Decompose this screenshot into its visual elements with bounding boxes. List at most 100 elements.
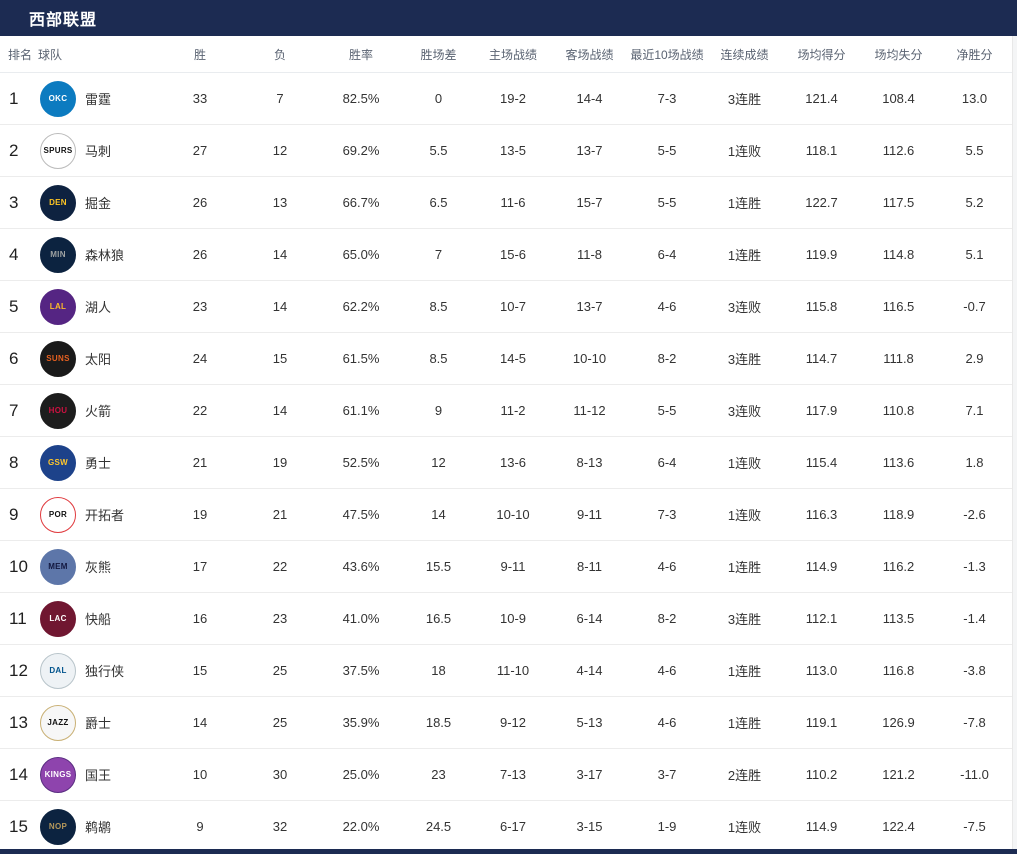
team-name[interactable]: 马刺 [85, 144, 112, 159]
cell-home-record: 15-6 [499, 247, 527, 262]
cell-win-pct: 69.2% [342, 143, 380, 158]
cell-net: 5.5 [965, 143, 984, 158]
cell-wins: 9 [196, 819, 204, 834]
cell-net: -1.3 [963, 559, 986, 574]
section-header: 西部联盟 [0, 0, 1017, 36]
team-cell[interactable]: LAC 快船 [30, 600, 160, 637]
cell-net: 13.0 [961, 91, 988, 106]
cell-win-pct: 61.5% [342, 351, 380, 366]
team-cell[interactable]: OKC 雷霆 [30, 80, 160, 117]
team-name[interactable]: 勇士 [85, 456, 112, 471]
cell-opp-ppg: 116.8 [882, 663, 915, 678]
table-body: 1 OKC 雷霆 33 7 82.5% 0 19-2 14-4 7-3 3连胜 121.4 108.4 1… [0, 73, 1012, 853]
cell-last-10: 6-4 [657, 455, 677, 470]
cell-away-record: 13-7 [576, 299, 603, 314]
cell-win-pct: 82.5% [342, 91, 380, 106]
cell-streak: 3连胜 [727, 92, 762, 107]
cell-last-10: 5-5 [657, 195, 677, 210]
team-cell[interactable]: SUNS 太阳 [30, 340, 160, 377]
cell-rank: 5 [9, 296, 19, 316]
team-cell[interactable]: MIN 森林狼 [30, 236, 160, 273]
cell-wins: 24 [192, 351, 208, 366]
cell-streak: 1连胜 [727, 196, 762, 211]
table-row: 14 KINGS 国王 10 30 25.0% 23 7-13 3-17 3-7 2连胜 110.2 1… [0, 749, 1012, 801]
cell-ppg: 114.9 [805, 819, 838, 834]
team-cell[interactable]: SPURS 马刺 [30, 132, 160, 169]
cell-away-record: 8-11 [576, 559, 603, 574]
team-name[interactable]: 开拓者 [85, 508, 125, 523]
cell-away-record: 13-7 [576, 143, 603, 158]
col-header-games-behind: 胜场差 [420, 47, 457, 62]
cell-last-10: 4-6 [657, 299, 677, 314]
table-row: 6 SUNS 太阳 24 15 61.5% 8.5 14-5 10-10 8-2 3连胜 114.7 1… [0, 333, 1012, 385]
team-logo-icon: LAL [40, 288, 76, 325]
cell-wins: 21 [192, 455, 208, 470]
cell-losses: 25 [272, 715, 288, 730]
team-cell[interactable]: GSW 勇士 [30, 444, 160, 481]
cell-win-pct: 66.7% [342, 195, 380, 210]
cell-ppg: 112.1 [805, 611, 838, 626]
team-cell[interactable]: HOU 火箭 [30, 392, 160, 429]
table-row: 11 LAC 快船 16 23 41.0% 16.5 10-9 6-14 8-2 3连胜 112.1 1… [0, 593, 1012, 645]
cell-losses: 25 [272, 663, 288, 678]
standings-table: 排名 球队 胜 负 胜率 胜场差 主场战绩 客场战绩 最近10场战绩 连续成绩 场均得分 场均失分 净胜… [0, 36, 1012, 853]
team-logo-icon: MEM [40, 548, 76, 585]
team-cell[interactable]: LAL 湖人 [30, 288, 160, 325]
cell-rank: 2 [9, 140, 19, 160]
cell-win-pct: 25.0% [342, 767, 380, 782]
cell-net: -7.8 [963, 715, 986, 730]
scrollbar-track[interactable] [1012, 36, 1017, 854]
cell-away-record: 15-7 [576, 195, 603, 210]
cell-away-record: 11-12 [573, 403, 606, 418]
team-name[interactable]: 鹈鹕 [85, 820, 112, 835]
team-name[interactable]: 灰熊 [85, 560, 112, 575]
cell-last-10: 5-5 [657, 403, 677, 418]
team-name[interactable]: 国王 [85, 768, 112, 783]
cell-win-pct: 35.9% [342, 715, 380, 730]
team-cell[interactable]: POR 开拓者 [30, 496, 160, 533]
cell-streak: 1连胜 [727, 248, 762, 263]
cell-last-10: 5-5 [657, 143, 677, 158]
team-name[interactable]: 独行侠 [85, 664, 125, 679]
team-name[interactable]: 雷霆 [85, 92, 112, 107]
team-cell[interactable]: DEN 掘金 [30, 184, 160, 221]
cell-home-record: 11-10 [496, 663, 530, 678]
cell-opp-ppg: 116.5 [882, 299, 915, 314]
cell-opp-ppg: 113.5 [882, 611, 915, 626]
team-cell[interactable]: MEM 灰熊 [30, 548, 160, 585]
team-name[interactable]: 森林狼 [85, 248, 125, 263]
team-cell[interactable]: JAZZ 爵士 [30, 704, 160, 741]
cell-opp-ppg: 112.6 [882, 143, 915, 158]
team-name[interactable]: 火箭 [85, 404, 112, 419]
cell-wins: 23 [192, 299, 208, 314]
cell-last-10: 3-7 [657, 767, 677, 782]
team-cell[interactable]: NOP 鹈鹕 [30, 808, 160, 845]
team-name[interactable]: 爵士 [85, 716, 112, 731]
team-cell[interactable]: DAL 独行侠 [30, 652, 160, 689]
cell-home-record: 7-13 [499, 767, 527, 782]
team-logo-icon: JAZZ [40, 704, 76, 741]
table-row: 13 JAZZ 爵士 14 25 35.9% 18.5 9-12 5-13 4-6 1连胜 119.1… [0, 697, 1012, 749]
team-name[interactable]: 快船 [85, 612, 112, 627]
team-name[interactable]: 湖人 [85, 300, 112, 315]
cell-games-behind: 9 [434, 403, 443, 418]
team-cell[interactable]: KINGS 国王 [30, 756, 160, 793]
cell-losses: 15 [272, 351, 288, 366]
cell-losses: 14 [272, 299, 288, 314]
cell-losses: 19 [272, 455, 288, 470]
cell-ppg: 117.9 [805, 403, 838, 418]
cell-home-record: 6-17 [499, 819, 527, 834]
cell-rank: 13 [9, 712, 28, 732]
cell-opp-ppg: 108.4 [882, 91, 915, 106]
cell-opp-ppg: 113.6 [882, 455, 915, 470]
cell-ppg: 114.7 [805, 351, 838, 366]
cell-home-record: 13-5 [499, 143, 527, 158]
cell-wins: 17 [192, 559, 208, 574]
team-name[interactable]: 掘金 [85, 196, 112, 211]
cell-net: -3.8 [963, 663, 986, 678]
cell-home-record: 10-10 [496, 507, 530, 522]
col-header-away-record: 客场战绩 [565, 47, 614, 62]
cell-games-behind: 14 [431, 507, 446, 522]
team-name[interactable]: 太阳 [85, 352, 112, 367]
cell-away-record: 3-15 [576, 819, 603, 834]
